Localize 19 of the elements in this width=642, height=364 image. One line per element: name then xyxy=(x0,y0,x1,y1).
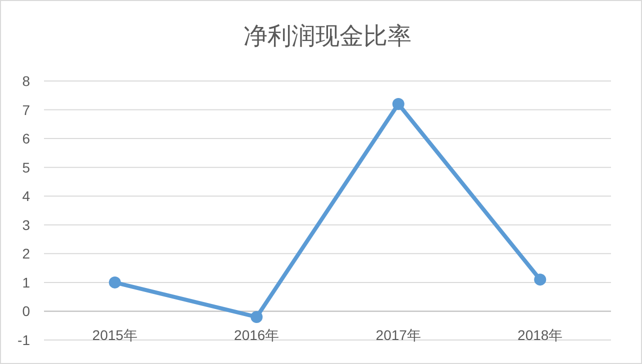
y-tick-label: 8 xyxy=(22,73,30,89)
chart-title: 净利润现金比率 xyxy=(244,23,412,50)
y-tick-label: -1 xyxy=(18,332,30,348)
y-tick-label: 0 xyxy=(22,303,30,320)
y-tick-label: 7 xyxy=(22,102,30,118)
x-tick-label: 2015年 xyxy=(92,327,138,344)
x-tick-label: 2016年 xyxy=(234,327,280,344)
y-tick-label: 4 xyxy=(22,188,30,204)
y-tick-label: 5 xyxy=(22,159,30,176)
x-tick-label: 2018年 xyxy=(518,327,563,344)
point xyxy=(534,274,546,286)
y-tick-label: 2 xyxy=(22,246,30,262)
point xyxy=(108,276,121,288)
point xyxy=(392,98,404,110)
y-tick-label: 6 xyxy=(22,130,30,147)
point xyxy=(250,310,263,323)
y-tick-label: 1 xyxy=(22,274,30,290)
x-tick-label: 2017年 xyxy=(376,327,421,344)
y-tick-label: 3 xyxy=(22,216,30,233)
